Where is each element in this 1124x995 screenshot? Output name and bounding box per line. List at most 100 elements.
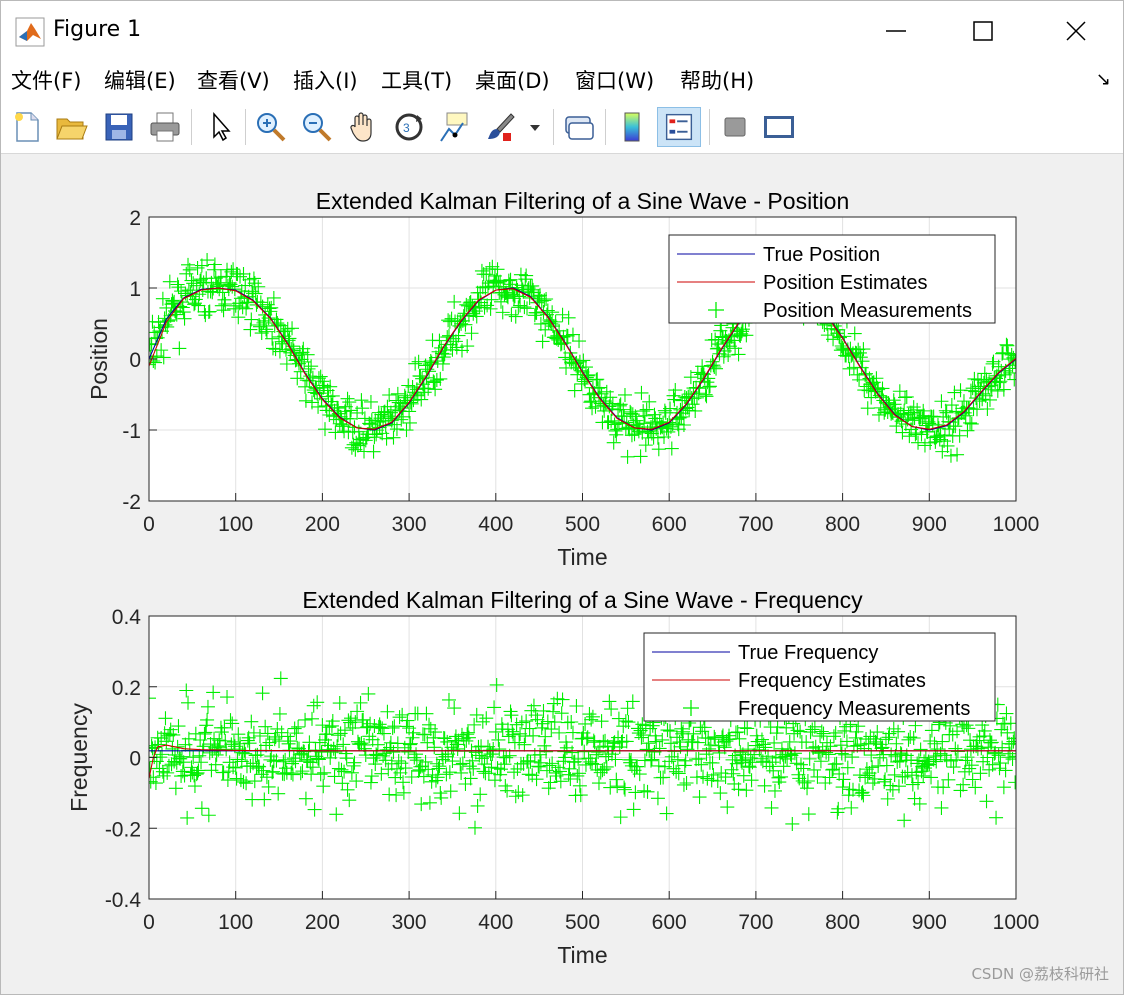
x-tick-label: 1000 bbox=[993, 911, 1040, 934]
measurement-point bbox=[578, 360, 593, 375]
measurement-point bbox=[200, 699, 215, 714]
colorbar-icon[interactable] bbox=[615, 109, 651, 145]
measurement-point bbox=[314, 745, 329, 760]
measurement-point bbox=[671, 766, 686, 781]
open-file-icon[interactable] bbox=[53, 109, 89, 145]
measurement-point bbox=[728, 341, 743, 356]
measurement-point bbox=[918, 750, 933, 765]
maximize-button[interactable] bbox=[958, 11, 1008, 51]
measurement-point bbox=[708, 732, 723, 747]
measurement-point bbox=[218, 733, 233, 748]
measurement-point bbox=[664, 441, 679, 456]
minimize-button[interactable] bbox=[871, 11, 921, 51]
measurement-point bbox=[834, 746, 849, 761]
measurement-point bbox=[152, 761, 167, 776]
measurement-point bbox=[299, 752, 314, 767]
print-icon[interactable] bbox=[147, 109, 183, 145]
measurement-point bbox=[984, 735, 999, 750]
measurement-point bbox=[481, 766, 496, 781]
menu-insert[interactable]: 插入(I) bbox=[293, 69, 358, 93]
new-figure-icon[interactable] bbox=[9, 109, 45, 145]
title-bar[interactable]: Figure 1 bbox=[1, 1, 1123, 61]
zoom-in-icon[interactable] bbox=[253, 109, 289, 145]
measurement-point bbox=[385, 720, 400, 735]
brush-dropdown-icon[interactable] bbox=[525, 109, 545, 145]
menu-window[interactable]: 窗口(W) bbox=[575, 69, 655, 93]
menu-file[interactable]: 文件(F) bbox=[11, 69, 82, 93]
measurement-point bbox=[733, 745, 748, 760]
measurement-point bbox=[403, 395, 418, 410]
measurement-point bbox=[186, 276, 201, 291]
save-icon[interactable] bbox=[101, 109, 137, 145]
measurement-point bbox=[924, 770, 939, 785]
data-cursor-icon[interactable] bbox=[437, 109, 473, 145]
measurement-point bbox=[903, 730, 918, 745]
measurement-point bbox=[692, 381, 707, 396]
measurement-point bbox=[265, 341, 280, 356]
measurement-point bbox=[191, 298, 206, 313]
y-axis-label: Position bbox=[86, 318, 112, 400]
measurement-point bbox=[508, 789, 523, 804]
measurement-point bbox=[311, 399, 326, 414]
measurement-point bbox=[968, 780, 983, 795]
close-button[interactable] bbox=[1051, 11, 1101, 51]
measurement-point bbox=[835, 780, 850, 795]
menu-help[interactable]: 帮助(H) bbox=[680, 69, 755, 93]
measurement-point bbox=[953, 783, 968, 798]
measurement-point bbox=[369, 747, 384, 762]
measurement-point bbox=[310, 695, 325, 710]
brush-icon[interactable] bbox=[483, 109, 519, 145]
measurement-point bbox=[399, 719, 414, 734]
rotate-3d-icon[interactable]: 3 bbox=[391, 109, 427, 145]
measurement-point bbox=[337, 764, 352, 779]
measurement-point bbox=[289, 726, 304, 741]
measurement-point bbox=[565, 327, 580, 342]
menu-view[interactable]: 查看(V) bbox=[197, 69, 270, 93]
measurement-point bbox=[533, 747, 548, 762]
measurement-point bbox=[644, 752, 659, 767]
pan-hand-icon[interactable] bbox=[345, 109, 381, 145]
measurement-point bbox=[836, 772, 851, 787]
measurement-point bbox=[721, 347, 736, 362]
menu-bar: 文件(F) 编辑(E) 查看(V) 插入(I) 工具(T) 桌面(D) 窗口(W… bbox=[1, 61, 1123, 101]
zoom-out-icon[interactable] bbox=[299, 109, 335, 145]
measurement-point bbox=[796, 761, 811, 776]
measurement-point bbox=[429, 373, 444, 388]
measurement-point bbox=[874, 741, 889, 756]
link-plot-icon[interactable] bbox=[561, 109, 597, 145]
measurement-point bbox=[744, 773, 759, 788]
legend-icon[interactable] bbox=[657, 107, 701, 147]
measurement-point bbox=[262, 301, 277, 316]
measurement-point bbox=[651, 758, 666, 773]
measurement-point bbox=[467, 717, 482, 732]
menu-desktop[interactable]: 桌面(D) bbox=[475, 69, 550, 93]
measurement-point bbox=[248, 286, 263, 301]
dock-arrow-icon[interactable]: ↘ bbox=[1095, 69, 1111, 90]
measurement-point bbox=[453, 757, 468, 772]
measurement-point bbox=[697, 720, 712, 735]
measurement-point bbox=[419, 370, 434, 385]
show-plot-tools-icon[interactable] bbox=[761, 109, 797, 145]
x-tick-label: 100 bbox=[218, 513, 253, 536]
pointer-icon[interactable] bbox=[203, 109, 239, 145]
legend-box bbox=[643, 632, 996, 722]
x-tick-label: 300 bbox=[392, 911, 427, 934]
measurement-point bbox=[853, 350, 868, 365]
menu-tools[interactable]: 工具(T) bbox=[381, 69, 453, 93]
measurement-point bbox=[350, 438, 365, 453]
measurement-point bbox=[220, 773, 235, 788]
toolbar-separator bbox=[605, 109, 606, 145]
measurement-point bbox=[247, 774, 262, 789]
x-tick-label: 300 bbox=[392, 513, 427, 536]
measurement-point bbox=[741, 759, 756, 774]
hide-plot-tools-icon[interactable] bbox=[717, 109, 753, 145]
measurement-point bbox=[538, 322, 553, 337]
menu-edit[interactable]: 编辑(E) bbox=[104, 69, 176, 93]
measurement-point bbox=[527, 308, 542, 323]
measurement-point bbox=[413, 369, 428, 384]
measurement-point bbox=[389, 788, 404, 803]
measurement-point bbox=[452, 806, 467, 821]
measurement-point bbox=[625, 694, 640, 709]
measurement-point bbox=[271, 786, 286, 801]
measurement-point bbox=[702, 379, 717, 394]
